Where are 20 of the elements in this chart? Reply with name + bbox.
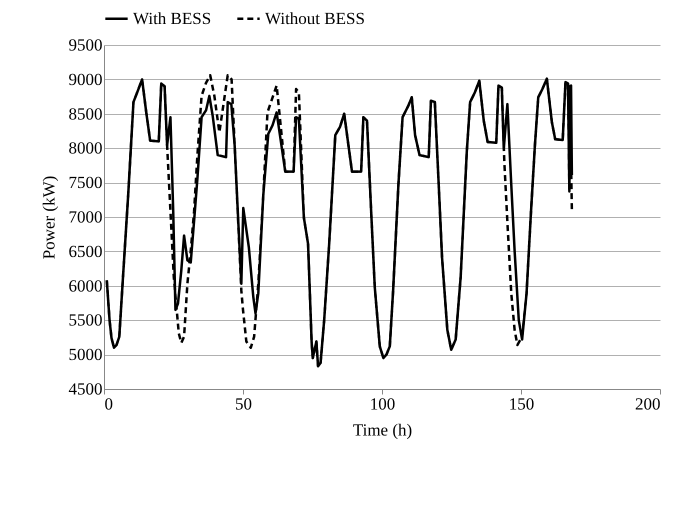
x-tick-label: 200 (635, 394, 660, 414)
x-tick-label: 100 (370, 394, 396, 414)
y-tick-label: 6000 (68, 276, 102, 296)
y-tick-label: 8000 (68, 138, 102, 158)
y-tick-label: 9500 (68, 36, 102, 54)
legend-label: Without BESS (265, 8, 365, 28)
y-tick-label: 7000 (68, 208, 102, 226)
y-tick-label: 5000 (68, 345, 102, 364)
legend-label: With BESS (133, 8, 212, 28)
x-tick-label: 150 (508, 394, 534, 414)
y-tick-label: 9000 (68, 70, 102, 89)
y-axis-title: Power (kW) (40, 176, 58, 260)
x-tick-label: 0 (104, 394, 113, 414)
y-tick-label: 6500 (68, 242, 102, 261)
y-tick-label: 5500 (68, 310, 102, 330)
x-tick-label: 50 (235, 394, 252, 414)
x-axis-title: Time (h) (352, 420, 412, 440)
y-tick-label: 8500 (68, 104, 102, 124)
y-tick-label: 7500 (68, 173, 102, 192)
y-tick-label: 4500 (68, 380, 102, 398)
